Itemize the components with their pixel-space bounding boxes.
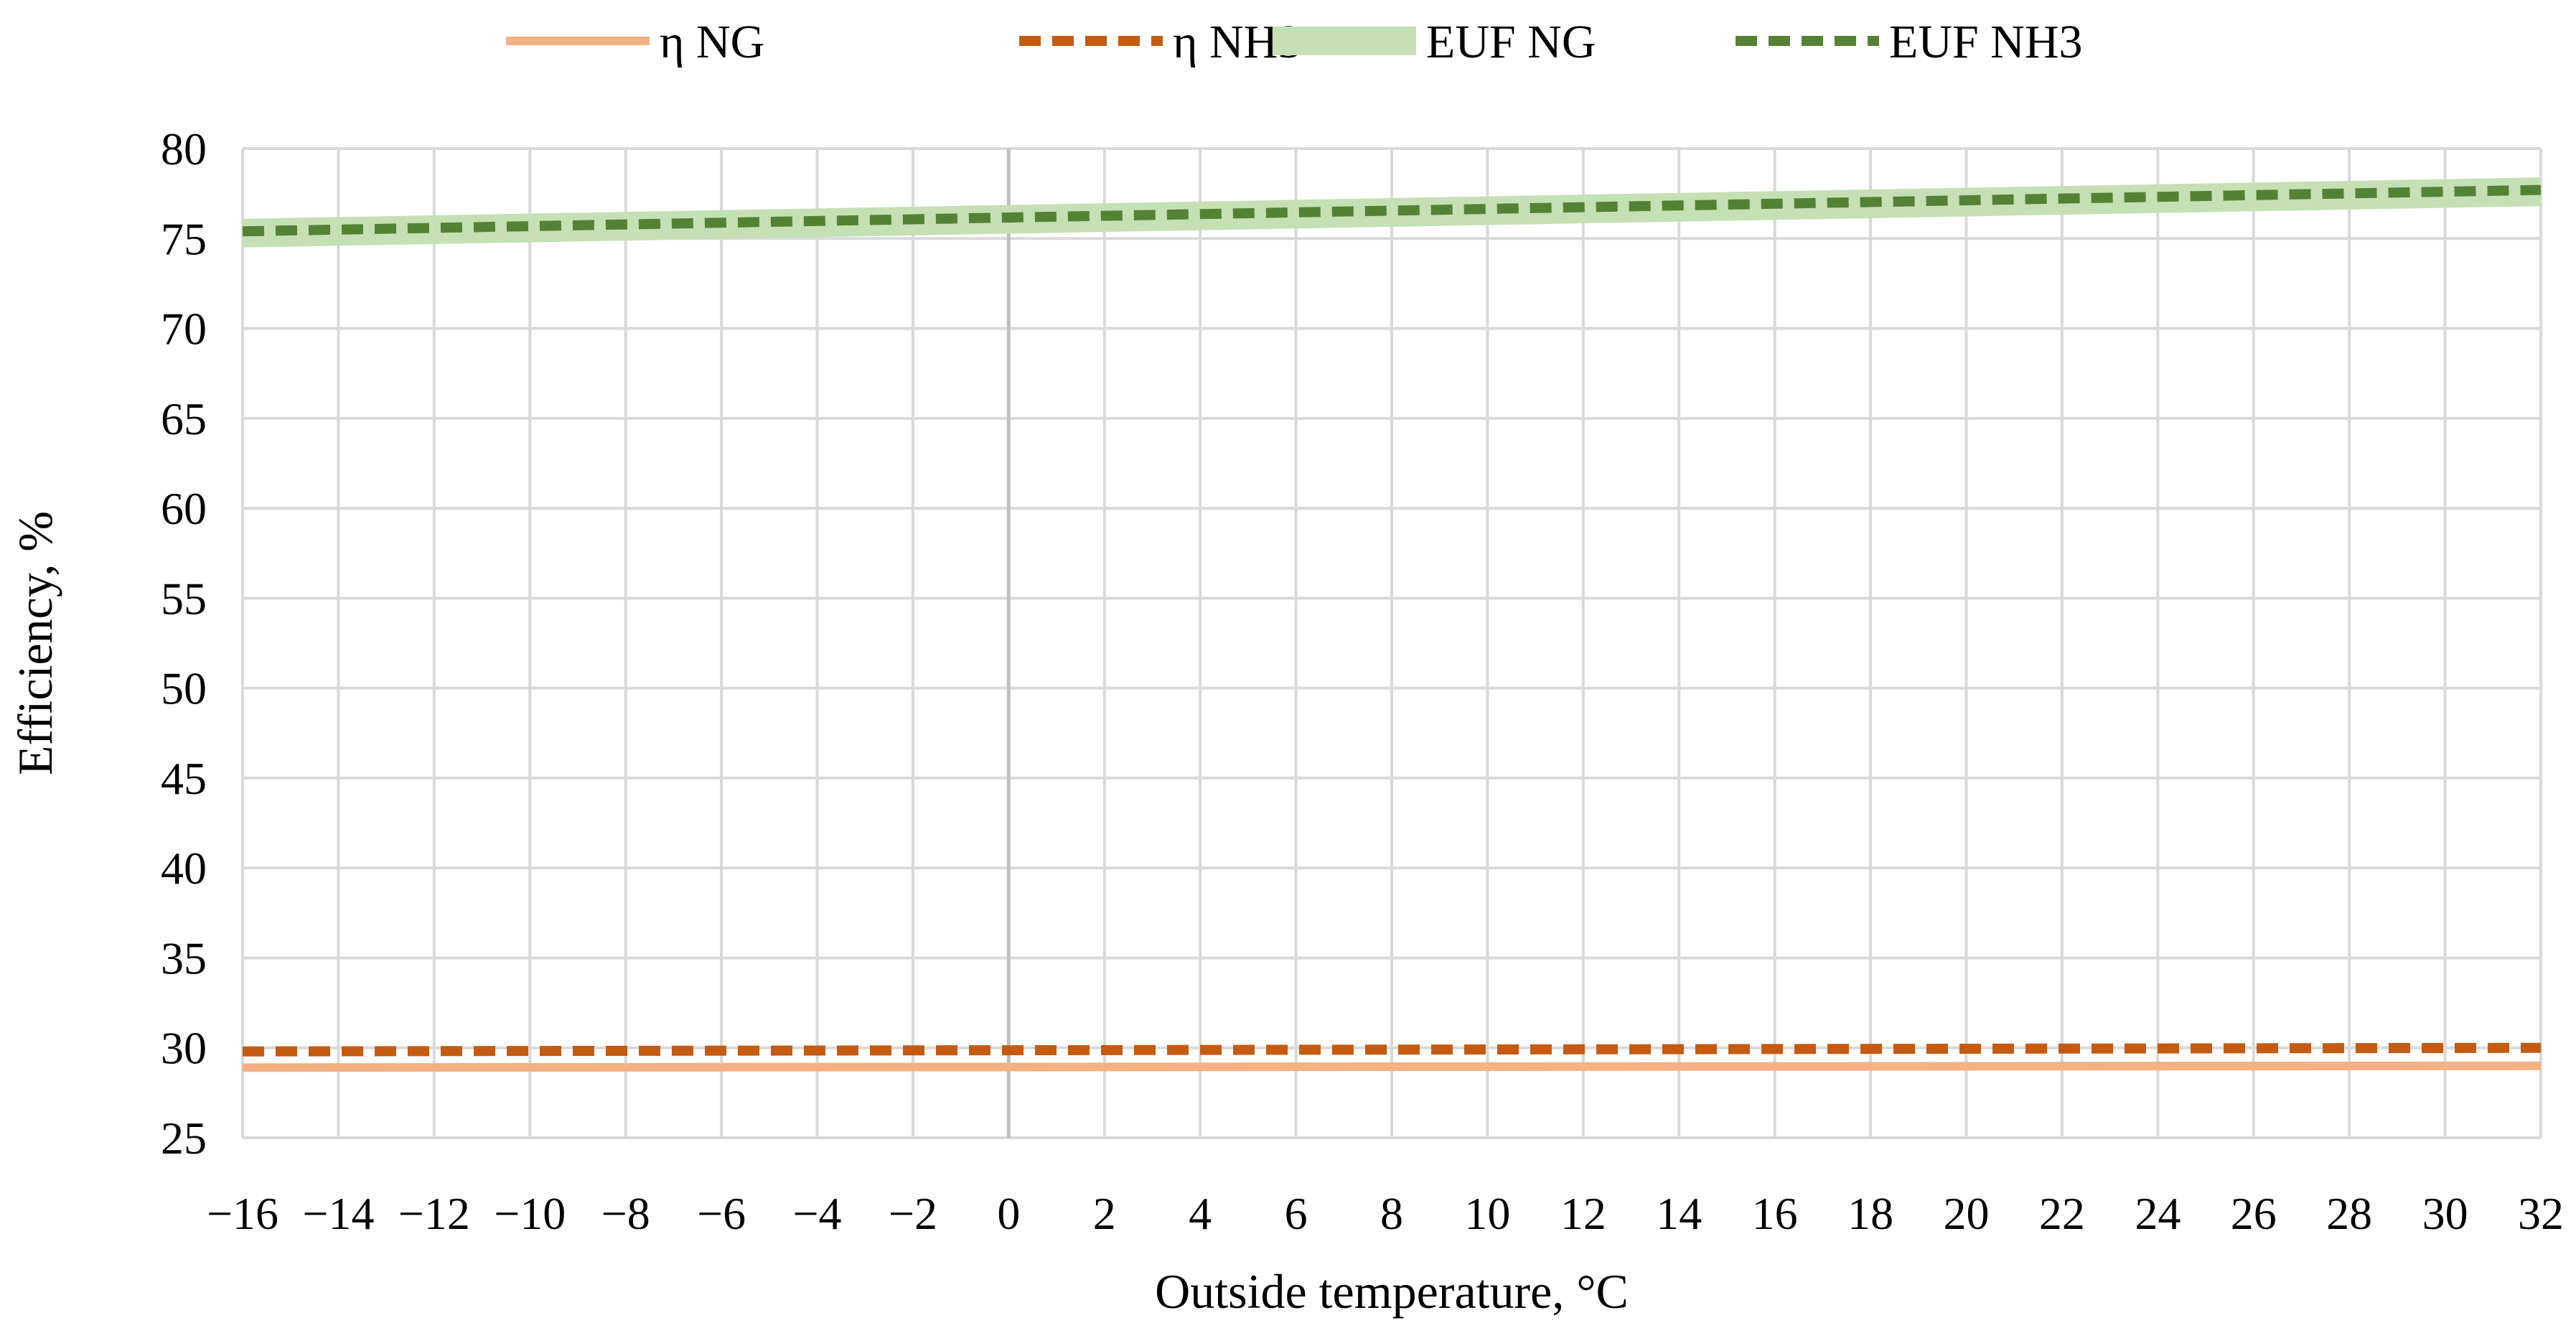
x-tick-label: −6 [697, 1188, 746, 1239]
x-tick-label: −14 [302, 1188, 374, 1239]
y-tick-label: 50 [161, 663, 207, 714]
legend: η NG η NH3 EUF NG EUF NH3 [506, 16, 2083, 68]
x-tick-label: 20 [1944, 1188, 1990, 1239]
x-tick-label: −16 [207, 1188, 278, 1239]
x-axis-ticks: −16 −14 −12 −10 −8 −6 −4 −2 0 2 4 6 8 10 12 14 16 18 20 22 2… [207, 1188, 2564, 1239]
y-tick-label: 45 [161, 753, 207, 804]
y-axis-title: Efficiency, % [8, 511, 62, 775]
series-layer [242, 177, 2542, 1072]
x-tick-label: 16 [1752, 1188, 1798, 1239]
x-tick-label: 14 [1656, 1188, 1702, 1239]
x-tick-label: −12 [398, 1188, 470, 1239]
x-tick-label: 26 [2231, 1188, 2277, 1239]
y-tick-label: 65 [161, 393, 207, 444]
x-tick-label: 10 [1464, 1188, 1510, 1239]
y-tick-label: 75 [161, 213, 207, 264]
grid [241, 147, 2542, 1139]
x-tick-label: 6 [1285, 1188, 1308, 1239]
x-axis-title: Outside temperature, °C [1155, 1264, 1629, 1319]
x-tick-label: 30 [2422, 1188, 2468, 1239]
y-tick-label: 60 [161, 483, 207, 534]
x-tick-label: −10 [494, 1188, 566, 1239]
x-tick-label: 22 [2039, 1188, 2085, 1239]
y-axis-ticks: 25 30 35 40 45 50 55 60 65 70 75 80 [161, 123, 207, 1164]
y-tick-label: 70 [161, 304, 207, 355]
x-tick-label: −8 [601, 1188, 650, 1239]
x-tick-label: 0 [997, 1188, 1020, 1239]
x-tick-label: 4 [1189, 1188, 1212, 1239]
x-tick-label: 28 [2326, 1188, 2372, 1239]
series-line-euf-nh3 [242, 184, 2542, 237]
x-tick-label: −2 [889, 1188, 937, 1239]
y-tick-label: 80 [161, 123, 207, 174]
x-tick-label: 32 [2518, 1188, 2564, 1239]
x-tick-label: 18 [1847, 1188, 1893, 1239]
y-tick-label: 30 [161, 1023, 207, 1074]
y-tick-label: 35 [161, 932, 207, 983]
legend-label: EUF NG [1426, 16, 1596, 68]
series-line--nh3 [242, 1042, 2542, 1057]
x-tick-label: −4 [792, 1188, 841, 1239]
y-tick-label: 40 [161, 843, 207, 894]
legend-label: EUF NH3 [1889, 16, 2083, 68]
x-tick-label: 12 [1560, 1188, 1606, 1239]
legend-label: η NG [660, 16, 764, 68]
x-tick-label: 24 [2135, 1188, 2181, 1239]
y-tick-label: 25 [161, 1113, 207, 1164]
series-line--ng [242, 1061, 2542, 1072]
x-tick-label: 2 [1093, 1188, 1116, 1239]
y-tick-label: 55 [161, 573, 207, 624]
x-tick-label: 8 [1380, 1188, 1403, 1239]
